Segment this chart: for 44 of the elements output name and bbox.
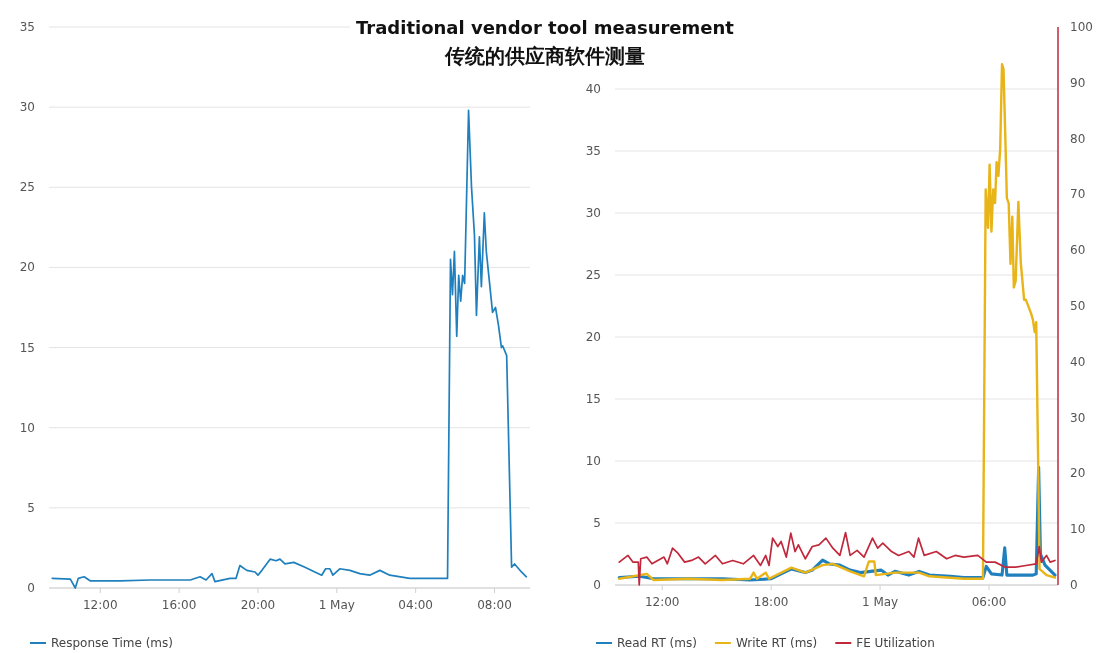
y-tick-label: 15 [19, 340, 35, 355]
x-tick-label: 20:00 [240, 598, 276, 612]
y-tick-label: 25 [19, 180, 35, 195]
chart-title: Traditional vendor tool measurement [356, 17, 735, 38]
y-tick-label: 40 [585, 82, 601, 96]
y-tick-label: 30 [19, 100, 35, 115]
legend-label: FE Utilization [856, 636, 935, 650]
x-tick-label: 18:00 [753, 595, 789, 609]
y2-tick-label: 20 [1070, 466, 1086, 481]
x-tick-label: 12:00 [82, 598, 118, 612]
y-tick-label: 35 [585, 144, 601, 158]
text: 传统的供应商软件测量 [444, 44, 645, 68]
legend-label: Read RT (ms) [617, 636, 697, 650]
y2-tick-label: 40 [1070, 354, 1086, 369]
legend-label: Response Time (ms) [51, 636, 173, 650]
x-tick-label: 04:00 [398, 598, 433, 612]
y-tick-label: 15 [585, 392, 601, 406]
y-tick-label: 35 [19, 20, 35, 34]
y-tick-label: 20 [19, 260, 35, 275]
y2-tick-label: 30 [1070, 410, 1086, 425]
x-tick-label: 08:00 [477, 598, 512, 612]
y-tick-label: 0 [593, 578, 601, 592]
y2-tick-label: 60 [1070, 243, 1086, 258]
y2-tick-label: 10 [1070, 522, 1086, 537]
y-tick-label: 25 [585, 268, 601, 282]
y2-tick-label: 0 [1070, 578, 1078, 592]
y-tick-label: 10 [19, 420, 35, 435]
y2-tick-label: 90 [1070, 75, 1086, 90]
y-tick-label: 30 [585, 206, 601, 220]
y2-tick-label: 50 [1070, 299, 1086, 313]
x-tick-label: 06:00 [971, 595, 1007, 609]
y-tick-label: 5 [27, 500, 35, 515]
y2-tick-label: 70 [1070, 187, 1086, 202]
y-tick-label: 0 [27, 581, 35, 595]
y2-tick-label: 100 [1070, 20, 1093, 34]
legend-label: Write RT (ms) [735, 636, 818, 650]
x-tick-label: 12:00 [644, 595, 680, 609]
x-tick-label: 1 May [318, 598, 355, 612]
x-tick-label: 16:00 [161, 598, 197, 612]
y-tick-label: 10 [585, 454, 601, 468]
y-tick-label: 20 [585, 330, 601, 344]
y-tick-label: 5 [593, 516, 601, 530]
y2-tick-label: 80 [1070, 131, 1086, 146]
x-tick-label: 1 May [861, 595, 899, 609]
